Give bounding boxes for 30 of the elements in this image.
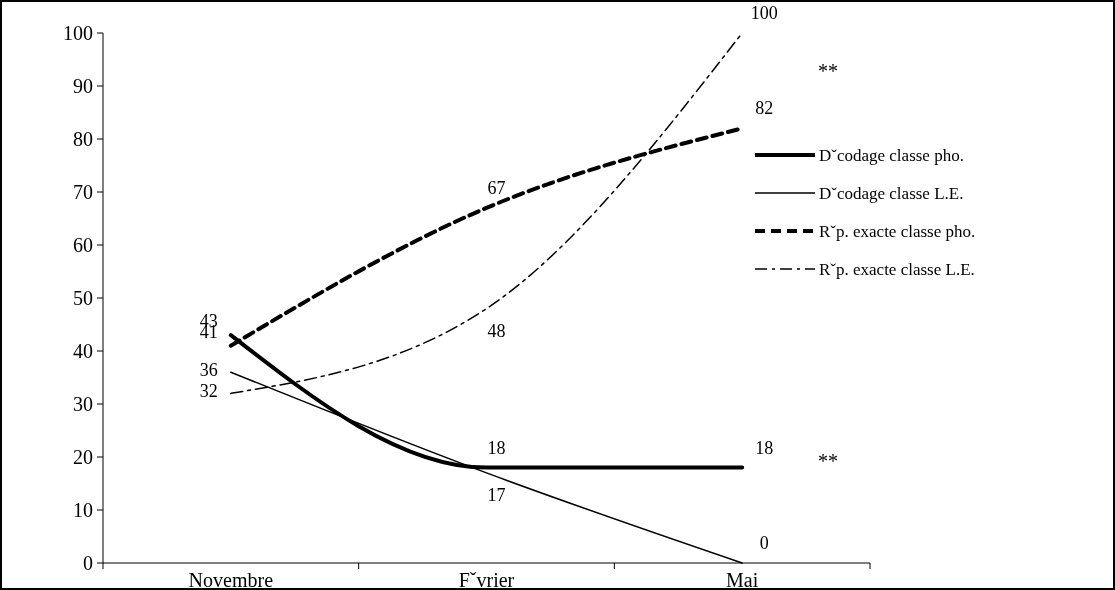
legend-label: Rˇp. exacte classe pho. [819, 221, 976, 241]
y-tick-label: 90 [73, 75, 93, 97]
data-label: 67 [487, 177, 506, 198]
annotation: ** [818, 60, 838, 82]
y-tick-label: 40 [73, 340, 93, 362]
y-tick-label: 60 [73, 234, 93, 256]
data-label: 82 [755, 98, 774, 119]
y-tick-label: 50 [73, 287, 93, 309]
data-label: 48 [487, 320, 506, 341]
data-label: 36 [199, 360, 218, 381]
y-tick-label: 0 [83, 552, 93, 574]
y-tick-label: 10 [73, 499, 93, 521]
y-tick-label: 20 [73, 446, 93, 468]
y-tick-label: 80 [73, 128, 93, 150]
data-label: 18 [755, 437, 774, 458]
y-tick-label: 30 [73, 393, 93, 415]
annotation: ** [818, 450, 838, 472]
legend-label: Dˇcodage classe L.E. [819, 183, 964, 203]
data-label: 0 [759, 533, 769, 553]
x-tick-label: Fˇvrier [458, 569, 515, 590]
data-label: 18 [487, 437, 506, 458]
x-tick-label: Novembre [188, 569, 274, 590]
data-label: 100 [750, 3, 778, 23]
data-label: 17 [487, 484, 506, 505]
y-tick-label: 100 [63, 22, 93, 44]
y-tick-label: 70 [73, 181, 93, 203]
x-tick-label: Mai [726, 569, 759, 590]
legend-label: Rˇp. exacte classe L.E. [819, 259, 975, 279]
legend-label: Dˇcodage classe pho. [819, 145, 964, 165]
data-label: 32 [199, 381, 218, 402]
